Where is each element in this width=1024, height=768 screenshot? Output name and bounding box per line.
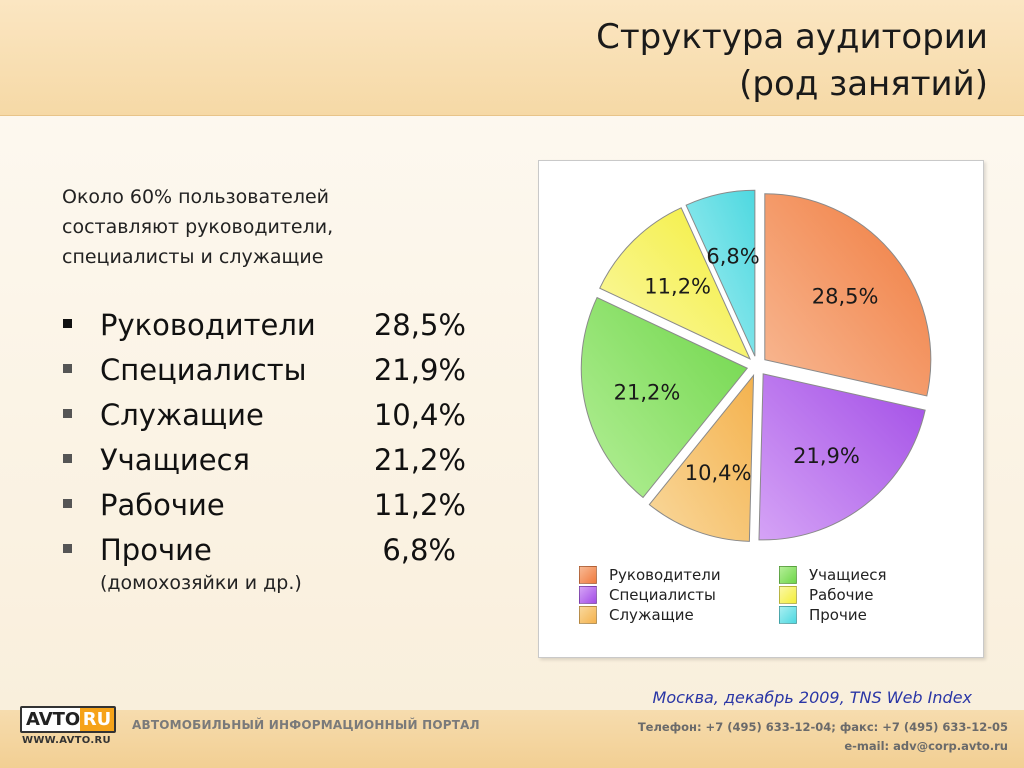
avto-logo[interactable]: AVTO RU WWW.AVTO.RU: [20, 703, 120, 753]
legend-label: Учащиеся: [809, 566, 887, 584]
stat-row: Служащие 10,4%: [60, 394, 500, 439]
bullet-icon: [63, 454, 72, 463]
header-band: [0, 0, 1024, 116]
phone-text: Телефон: +7 (495) 633-12-04; факс: +7 (4…: [637, 720, 1008, 734]
legend-swatch: [779, 586, 797, 604]
email-link[interactable]: e-mail: adv@corp.avto.ru: [844, 739, 1008, 753]
stat-value: 6,8%: [382, 533, 456, 567]
stat-row: Рабочие 11,2%: [60, 484, 500, 529]
pie-slice-3: [648, 373, 755, 542]
pie-data-label: 28,5%: [812, 284, 879, 308]
bullet-icon: [63, 319, 72, 328]
chart-legend: Руководители Специалисты Служащие Учащиеся Р…: [579, 565, 959, 631]
stats-list: Руководители 28,5% Специалисты 21,9% Слу…: [60, 304, 500, 574]
footer-band: [0, 710, 1024, 768]
intro-text: Около 60% пользователей составляют руков…: [62, 186, 334, 268]
bullet-icon: [63, 544, 72, 553]
legend-label: Рабочие: [809, 586, 874, 604]
legend-swatch: [579, 586, 597, 604]
title-line-2: (род занятий): [739, 64, 988, 104]
legend-label: Прочие: [809, 606, 867, 624]
logo-ru-badge: RU: [80, 708, 114, 731]
pie-slice-4: [580, 296, 749, 499]
stat-row: Руководители 28,5%: [60, 304, 500, 349]
legend-swatch: [779, 566, 797, 584]
stat-value: 28,5%: [373, 308, 466, 342]
bullet-icon: [63, 364, 72, 373]
bullet-icon: [63, 409, 72, 418]
legend-swatch: [579, 566, 597, 584]
contacts: Телефон: +7 (495) 633-12-04; факс: +7 (4…: [638, 718, 1008, 756]
pie-data-label: 6,8%: [706, 245, 759, 269]
pie-slice-6: [685, 189, 756, 357]
pie-chart-panel: 28,5% 21,9% 10,4% 21,2% 11,2% 6,8% Руководите…: [538, 160, 984, 658]
legend-label: Руководители: [609, 566, 721, 584]
logo-url: WWW.AVTO.RU: [22, 735, 111, 746]
logo-text: AVTO: [26, 709, 81, 730]
pie-data-label: 10,4%: [685, 461, 752, 485]
bullet-icon: [63, 499, 72, 508]
stat-row: Прочие 6,8%: [60, 529, 500, 574]
legend-label: Служащие: [609, 606, 694, 624]
stat-label: Прочие: [100, 533, 212, 567]
stat-label: Рабочие: [100, 488, 225, 522]
pie-slice-2: [758, 373, 926, 541]
stat-value: 10,4%: [373, 398, 466, 432]
pie-data-label: 11,2%: [644, 275, 711, 299]
slide-title: Структура аудитории (род занятий): [596, 14, 988, 108]
pie-slice-5: [599, 207, 751, 360]
stat-value: 21,9%: [373, 353, 466, 387]
title-line-1: Структура аудитории: [596, 17, 988, 57]
source-note: Москва, декабрь 2009, TNS Web Index: [652, 688, 972, 707]
legend-swatch: [779, 606, 797, 624]
stat-row: Учащиеся 21,2%: [60, 439, 500, 484]
stat-value: 11,2%: [373, 488, 466, 522]
stat-label: Учащиеся: [100, 443, 250, 477]
logo-box: AVTO RU: [20, 706, 116, 733]
stat-label: Специалисты: [100, 353, 307, 387]
stat-label: Служащие: [100, 398, 264, 432]
legend-label: Специалисты: [609, 586, 716, 604]
pie-data-label: 21,2%: [614, 380, 681, 404]
stat-row: Специалисты 21,9%: [60, 349, 500, 394]
stat-label: Руководители: [100, 308, 316, 342]
portal-name: АВТОМОБИЛЬНЫЙ ИНФОРМАЦИОННЫЙ ПОРТАЛ: [132, 718, 480, 732]
stat-value: 21,2%: [373, 443, 466, 477]
pie-slice-1: [764, 193, 932, 397]
pie-chart: 28,5% 21,9% 10,4% 21,2% 11,2% 6,8%: [580, 189, 932, 542]
legend-swatch: [579, 606, 597, 624]
stat-note: (домохозяйки и др.): [100, 572, 302, 594]
pie-data-label: 21,9%: [793, 444, 860, 468]
